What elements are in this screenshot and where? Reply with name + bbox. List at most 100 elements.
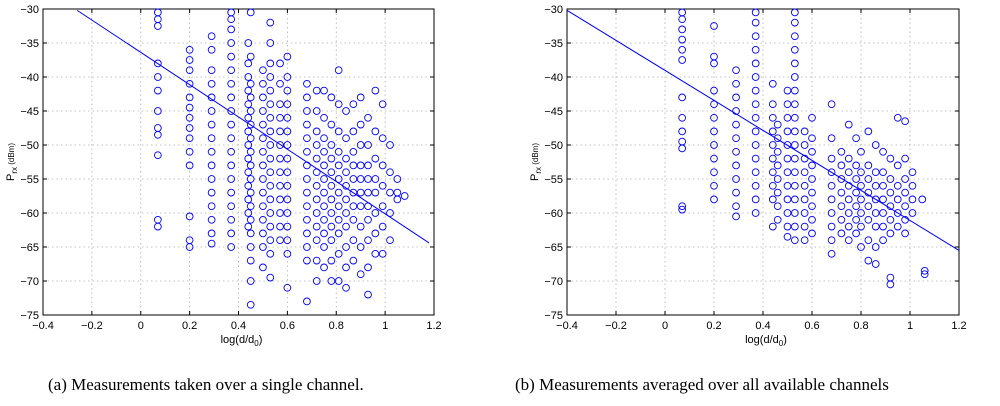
data-point <box>783 232 792 241</box>
data-point <box>154 222 162 231</box>
data-point <box>857 209 865 217</box>
data-point <box>154 107 162 115</box>
data-point <box>901 202 909 211</box>
x-tick-label: 0 <box>138 320 144 332</box>
data-point <box>266 273 275 282</box>
data-point <box>266 154 275 163</box>
data-point <box>857 168 865 177</box>
data-point <box>371 249 380 258</box>
data-point <box>342 195 350 204</box>
data-point <box>349 175 358 183</box>
data-point <box>185 124 194 132</box>
data-point <box>827 154 836 163</box>
data-point <box>790 59 799 68</box>
data-point <box>844 222 853 231</box>
data-point <box>773 175 782 183</box>
data-point <box>185 113 194 122</box>
data-point <box>207 161 216 170</box>
data-point <box>312 236 321 245</box>
x-tick-label: 0.8 <box>853 320 868 332</box>
data-point <box>768 127 777 136</box>
data-point <box>857 181 865 190</box>
data-point <box>276 141 284 149</box>
data-point <box>327 141 336 149</box>
x-tick-label: 0 <box>662 320 668 332</box>
data-point <box>276 127 284 136</box>
data-point <box>768 113 777 122</box>
data-point <box>312 107 321 115</box>
data-point <box>207 66 216 75</box>
data-point <box>732 202 740 211</box>
data-point <box>227 175 236 183</box>
data-point <box>864 256 873 265</box>
data-point <box>185 243 194 251</box>
data-point <box>768 79 777 88</box>
data-point <box>312 256 321 265</box>
data-point <box>386 236 394 245</box>
data-point <box>783 113 792 122</box>
data-point <box>871 222 880 231</box>
data-point <box>207 32 216 41</box>
data-point <box>312 222 321 231</box>
data-point <box>800 209 809 217</box>
data-point <box>312 277 321 285</box>
data-point <box>207 45 216 54</box>
y-tick-label: −40 <box>20 72 39 84</box>
data-point <box>864 161 873 170</box>
data-point <box>386 188 394 197</box>
data-point <box>808 229 816 238</box>
data-point <box>154 59 162 68</box>
data-point <box>342 168 350 177</box>
data-point <box>327 236 336 245</box>
data-point <box>342 243 350 251</box>
data-point <box>901 188 909 197</box>
data-point <box>827 100 836 109</box>
data-point <box>790 181 799 190</box>
data-point <box>678 8 687 17</box>
data-point <box>857 243 865 251</box>
data-point <box>364 290 372 299</box>
data-point <box>207 134 216 143</box>
data-point <box>334 188 343 197</box>
data-point <box>790 209 799 217</box>
data-point <box>312 127 321 136</box>
data-point <box>312 141 321 149</box>
data-point <box>276 181 284 190</box>
x-tick-label: 0.4 <box>231 320 246 332</box>
data-point <box>244 39 253 47</box>
data-point <box>678 202 687 211</box>
data-point <box>246 52 255 61</box>
data-point <box>710 59 718 68</box>
y-axis-label: Prx (dBm) <box>529 143 543 181</box>
data-point <box>371 229 380 238</box>
data-point <box>751 141 760 149</box>
data-point <box>349 127 358 136</box>
data-point <box>244 127 253 136</box>
data-point <box>303 134 311 143</box>
data-point <box>327 195 336 204</box>
data-point <box>349 100 358 109</box>
data-point <box>893 113 902 122</box>
x-tick-label: 1.2 <box>951 320 966 332</box>
data-point <box>879 195 887 204</box>
data-point <box>837 161 846 170</box>
data-point <box>751 154 760 163</box>
data-point <box>364 215 372 224</box>
data-point <box>276 195 284 204</box>
y-tick-label: −45 <box>544 106 563 118</box>
data-point <box>371 175 380 183</box>
data-point <box>790 195 799 204</box>
data-point <box>908 209 917 217</box>
data-point <box>783 195 792 204</box>
data-point <box>901 229 909 238</box>
data-point <box>678 205 687 214</box>
data-point <box>827 134 836 143</box>
data-point <box>901 154 909 163</box>
data-point <box>227 25 236 34</box>
data-point <box>710 195 718 204</box>
data-point <box>386 168 394 177</box>
data-point <box>678 56 687 64</box>
data-point <box>259 147 267 156</box>
data-point <box>312 86 321 95</box>
data-point <box>283 113 292 122</box>
